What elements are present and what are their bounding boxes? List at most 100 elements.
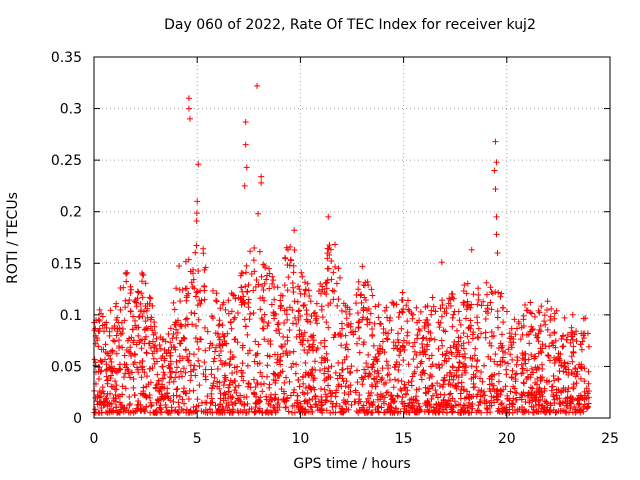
data-point: [242, 141, 249, 148]
data-point: [284, 395, 291, 402]
data-point: [295, 403, 302, 410]
data-point: [288, 364, 295, 371]
data-point: [219, 403, 226, 410]
data-point: [176, 393, 183, 400]
data-point: [328, 276, 335, 283]
data-point: [181, 400, 188, 407]
data-point: [270, 277, 277, 284]
data-point: [433, 362, 440, 369]
y-tick-label: 0.35: [51, 50, 82, 66]
data-point: [193, 210, 200, 217]
data-point: [336, 274, 343, 281]
data-point: [228, 290, 235, 297]
data-point: [296, 333, 303, 340]
data-point: [528, 365, 535, 372]
data-point: [492, 138, 499, 145]
data-point: [149, 327, 156, 334]
data-point: [518, 361, 525, 368]
data-point: [308, 312, 315, 319]
data-point: [170, 299, 177, 306]
data-point: [271, 284, 278, 291]
data-point: [369, 401, 376, 408]
data-point: [526, 399, 533, 406]
data-point: [127, 283, 134, 290]
data-point: [297, 313, 304, 320]
data-point: [210, 358, 217, 365]
data-point: [523, 407, 530, 414]
data-point: [435, 361, 442, 368]
data-point: [240, 377, 247, 384]
data-point: [157, 334, 164, 341]
data-point: [396, 352, 403, 359]
data-point: [300, 380, 307, 387]
data-point: [254, 399, 261, 406]
data-point: [156, 388, 163, 395]
data-point: [290, 269, 297, 276]
data-point: [374, 392, 381, 399]
data-point: [402, 384, 409, 391]
data-point: [315, 398, 322, 405]
data-point: [399, 297, 406, 304]
data-point: [95, 343, 102, 350]
data-point: [544, 326, 551, 333]
data-point: [434, 394, 441, 401]
data-point: [488, 393, 495, 400]
data-point: [401, 400, 408, 407]
data-point: [449, 291, 456, 298]
data-point: [304, 280, 311, 287]
data-point: [141, 326, 148, 333]
data-point: [338, 366, 345, 373]
data-point: [501, 359, 508, 366]
data-point: [505, 346, 512, 353]
data-point: [274, 321, 281, 328]
data-point: [500, 354, 507, 361]
data-point: [317, 280, 324, 287]
data-point: [462, 354, 469, 361]
data-point: [371, 320, 378, 327]
data-point: [281, 390, 288, 397]
data-point: [102, 395, 109, 402]
data-point: [250, 257, 257, 264]
data-point: [296, 307, 303, 314]
data-point: [297, 339, 304, 346]
data-point: [366, 319, 373, 326]
data-point: [207, 409, 214, 416]
data-point: [262, 264, 269, 271]
data-point: [565, 371, 572, 378]
data-point: [474, 407, 481, 414]
data-point: [369, 292, 376, 299]
data-point: [149, 364, 156, 371]
data-point: [294, 298, 301, 305]
data-point: [498, 331, 505, 338]
data-point: [381, 349, 388, 356]
data-point: [432, 308, 439, 315]
x-tick-label: 5: [193, 431, 202, 447]
data-point: [149, 338, 156, 345]
data-point: [96, 388, 103, 395]
data-point: [352, 389, 359, 396]
data-point: [458, 379, 465, 386]
data-point: [135, 401, 142, 408]
data-point: [323, 279, 330, 286]
data-point: [312, 309, 319, 316]
data-point: [455, 308, 462, 315]
data-point: [298, 405, 305, 412]
data-point: [250, 309, 257, 316]
data-point: [568, 398, 575, 405]
data-point: [447, 369, 454, 376]
data-point: [532, 332, 539, 339]
data-point: [551, 310, 558, 317]
data-point: [101, 400, 108, 407]
y-tick-label: 0.3: [60, 102, 82, 118]
data-point: [573, 380, 580, 387]
data-point: [260, 286, 267, 293]
data-point: [533, 381, 540, 388]
data-point: [439, 351, 446, 358]
data-point: [119, 383, 126, 390]
data-point: [559, 343, 566, 350]
data-point: [359, 263, 366, 270]
data-point: [299, 374, 306, 381]
data-point: [170, 378, 177, 385]
data-point: [160, 375, 167, 382]
